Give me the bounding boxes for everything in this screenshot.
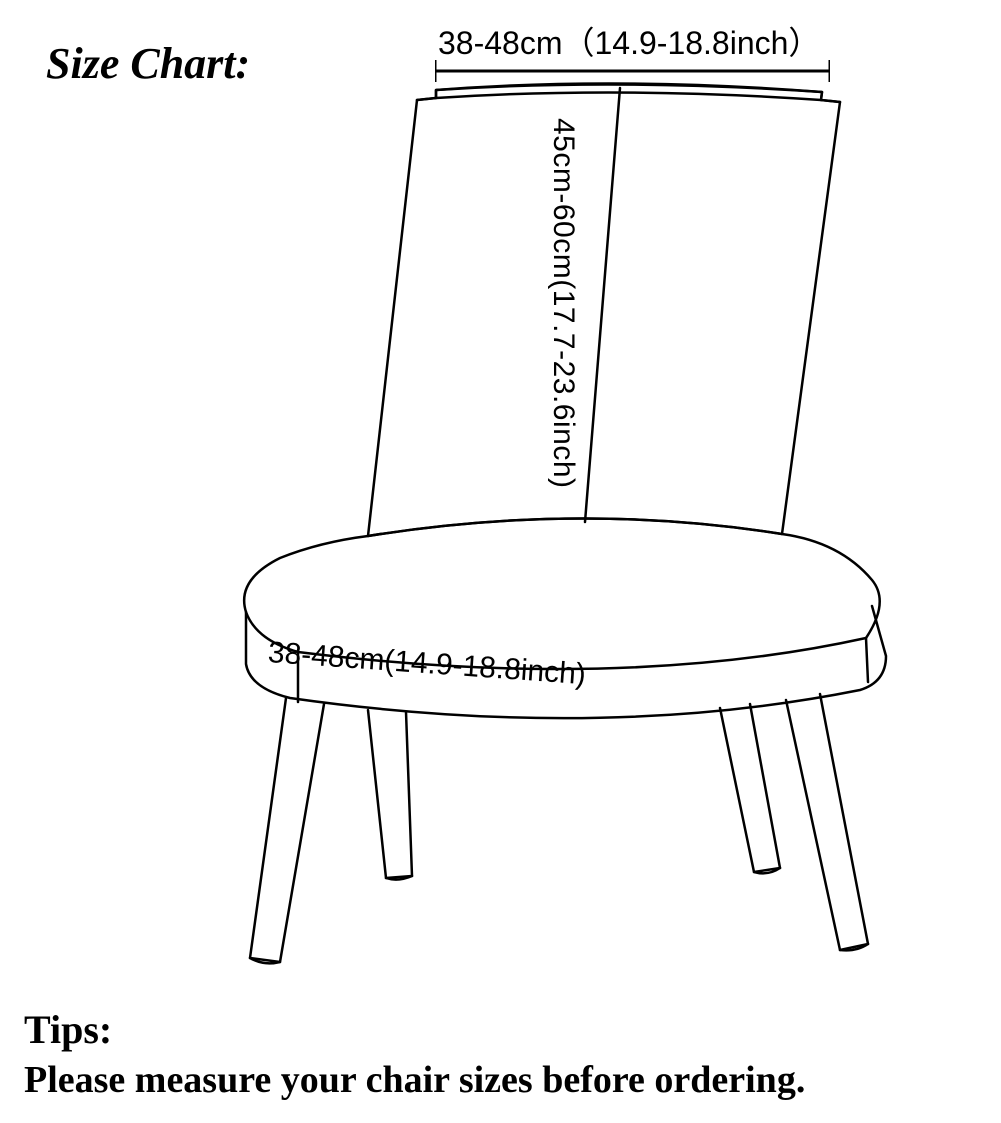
tips-heading: Tips:	[24, 1006, 112, 1053]
tips-body: Please measure your chair sizes before o…	[24, 1058, 805, 1102]
top-dimension-bar	[435, 58, 830, 84]
back-height-label: 45cm-60cm(17.7-23.6inch)	[546, 118, 580, 489]
